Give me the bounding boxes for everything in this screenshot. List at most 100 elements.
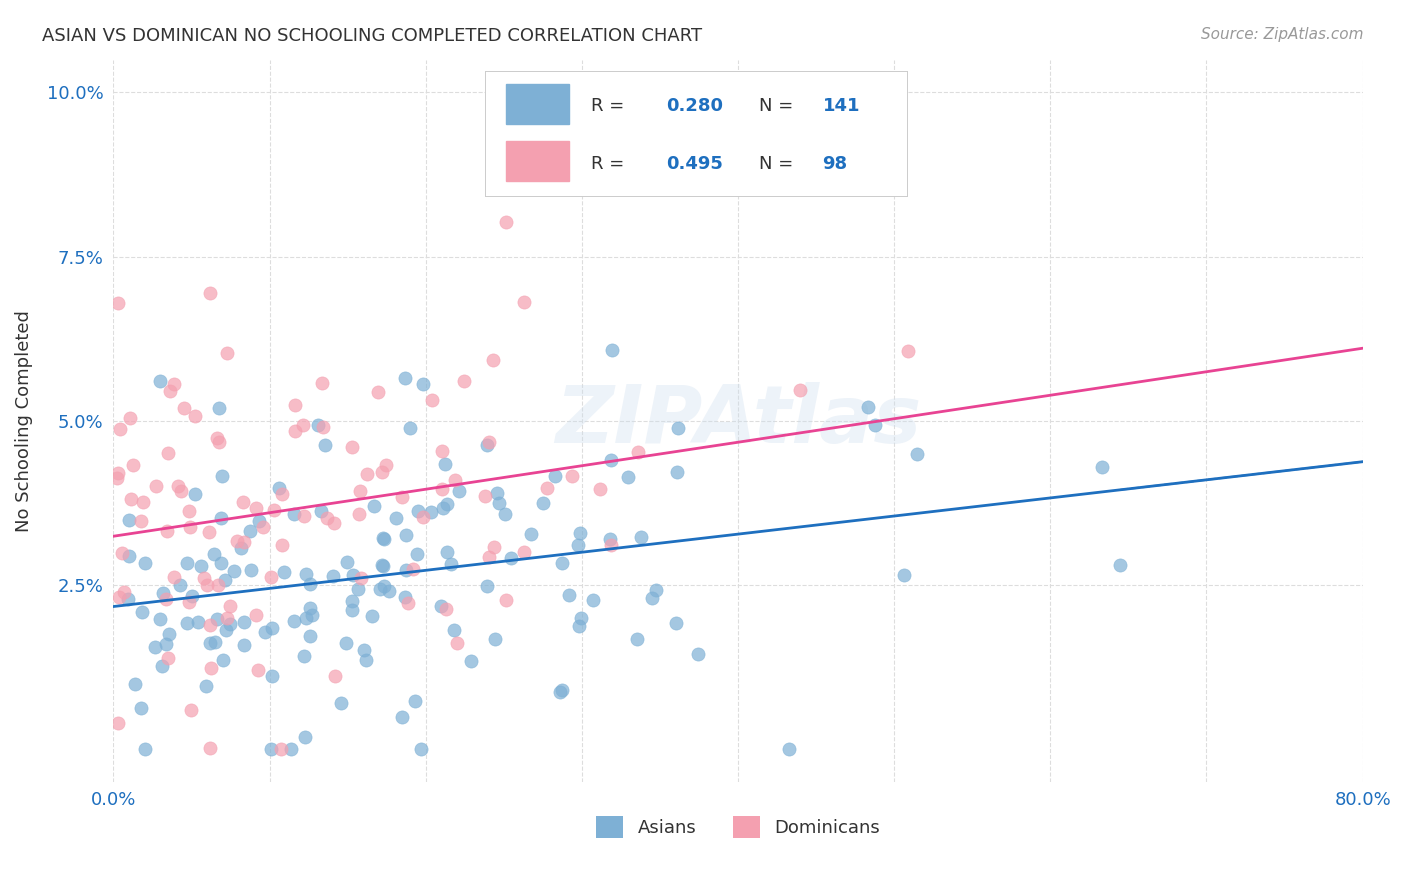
Point (686, 647, 709, 661)
Point (311, 420, 333, 434)
Point (107, 296, 129, 310)
Point (132, 494, 155, 508)
Point (363, 499, 385, 513)
Point (494, 508, 516, 522)
Point (294, 731, 316, 745)
Point (156, 524, 179, 539)
Point (120, 411, 142, 425)
Point (239, 524, 262, 538)
Point (323, 669, 346, 683)
Point (551, 556, 574, 570)
Point (340, 603, 363, 617)
Point (157, 627, 180, 641)
Point (200, 661, 222, 675)
Text: 98: 98 (823, 155, 848, 173)
Point (666, 420, 689, 434)
Point (349, 484, 371, 499)
Point (169, 483, 191, 498)
Point (149, 374, 172, 388)
Point (558, 588, 581, 602)
Point (430, 599, 453, 614)
Point (184, 487, 207, 501)
Point (474, 490, 496, 504)
Point (368, 582, 391, 597)
Point (218, 599, 240, 613)
Point (356, 467, 378, 482)
Point (273, 565, 295, 579)
Point (420, 393, 443, 408)
Point (301, 607, 323, 622)
Point (350, 571, 373, 585)
Point (602, 343, 624, 357)
Point (226, 533, 249, 548)
Text: R =: R = (591, 155, 630, 173)
Point (270, 742, 292, 756)
Point (218, 617, 240, 632)
Point (443, 623, 465, 637)
Point (353, 643, 375, 657)
Point (208, 401, 231, 415)
Point (342, 568, 364, 582)
Point (373, 531, 395, 545)
Point (395, 527, 418, 541)
Text: N =: N = (759, 97, 799, 115)
Point (260, 569, 283, 583)
Point (150, 659, 173, 673)
Point (200, 636, 222, 650)
Point (129, 514, 152, 528)
Point (124, 677, 146, 691)
Point (207, 612, 229, 626)
Point (665, 615, 688, 630)
Point (179, 520, 201, 534)
Point (211, 468, 233, 483)
Point (484, 632, 506, 646)
Point (513, 545, 536, 559)
Bar (506, 141, 569, 181)
Point (434, 457, 457, 471)
Point (402, 562, 425, 576)
Point (520, 527, 543, 541)
Point (271, 487, 294, 501)
Point (336, 555, 359, 569)
Point (626, 632, 648, 647)
Point (260, 621, 283, 635)
Point (436, 497, 458, 511)
Point (1091, 459, 1114, 474)
Point (247, 514, 270, 528)
Point (291, 417, 314, 432)
Text: 0.280: 0.280 (666, 97, 724, 115)
Point (252, 519, 274, 533)
Point (155, 637, 177, 651)
Point (460, 654, 482, 668)
Point (204, 635, 226, 649)
Point (485, 486, 508, 500)
Point (195, 578, 218, 592)
Point (897, 343, 920, 358)
Point (267, 481, 290, 495)
Point (360, 608, 382, 623)
Point (229, 541, 252, 555)
Point (371, 465, 394, 479)
Point (298, 600, 321, 615)
Point (322, 516, 344, 531)
Point (224, 564, 246, 578)
Point (111, 546, 134, 560)
Point (446, 636, 468, 650)
Point (215, 623, 238, 637)
Point (856, 400, 879, 414)
Point (131, 605, 153, 619)
Point (209, 510, 232, 524)
Point (232, 495, 254, 509)
Point (270, 538, 292, 552)
Point (453, 374, 475, 388)
Point (162, 377, 184, 392)
Point (599, 532, 621, 546)
Point (375, 458, 398, 472)
Point (568, 619, 591, 633)
Point (404, 694, 426, 708)
Point (630, 530, 652, 544)
Point (436, 601, 458, 615)
Point (495, 593, 517, 607)
Point (582, 593, 605, 607)
Point (478, 434, 501, 449)
